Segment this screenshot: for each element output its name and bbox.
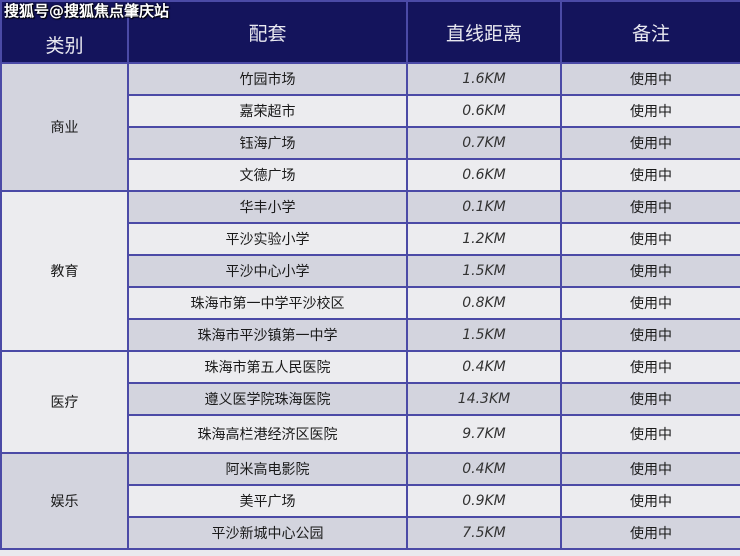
note-cell: 使用中 <box>560 382 740 416</box>
table-row: 遵义医学院珠海医院 14.3KM 使用中 <box>1 382 740 416</box>
table-row: 美平广场 0.9KM 使用中 <box>1 484 740 518</box>
facility-cell: 阿米高电影院 <box>127 452 408 486</box>
distance-cell: 0.7KM <box>406 126 562 160</box>
table-row: 嘉荣超市 0.6KM 使用中 <box>1 94 740 128</box>
note-cell: 使用中 <box>560 484 740 518</box>
note-cell: 使用中 <box>560 126 740 160</box>
note-cell: 使用中 <box>560 318 740 352</box>
distance-cell: 7.5KM <box>406 516 562 550</box>
header-category: 类别 <box>0 0 129 64</box>
facility-cell: 平沙实验小学 <box>127 222 408 256</box>
note-cell: 使用中 <box>560 414 740 454</box>
facility-cell: 珠海市平沙镇第一中学 <box>127 318 408 352</box>
note-cell: 使用中 <box>560 452 740 486</box>
distance-cell: 9.7KM <box>406 414 562 454</box>
header-row: 类别 配套 直线距离 备注 <box>0 0 740 64</box>
distance-cell: 0.1KM <box>406 190 562 224</box>
facility-cell: 珠海市第五人民医院 <box>127 350 408 384</box>
facility-cell: 平沙中心小学 <box>127 254 408 288</box>
category-cell: 医疗 <box>0 350 129 454</box>
facility-cell: 钰海广场 <box>127 126 408 160</box>
facility-cell: 平沙新城中心公园 <box>127 516 408 550</box>
facility-cell: 嘉荣超市 <box>127 94 408 128</box>
distance-cell: 1.5KM <box>406 254 562 288</box>
table-row: 文德广场 0.6KM 使用中 <box>1 158 740 192</box>
distance-cell: 0.4KM <box>406 452 562 486</box>
distance-cell: 1.2KM <box>406 222 562 256</box>
table-row: 平沙实验小学 1.2KM 使用中 <box>1 222 740 256</box>
facility-cell: 珠海市第一中学平沙校区 <box>127 286 408 320</box>
note-cell: 使用中 <box>560 222 740 256</box>
distance-cell: 0.6KM <box>406 158 562 192</box>
table-row: 珠海市平沙镇第一中学 1.5KM 使用中 <box>1 318 740 352</box>
distance-cell: 1.6KM <box>406 62 562 96</box>
table-row: 珠海高栏港经济区医院 9.7KM 使用中 <box>1 414 740 454</box>
note-cell: 使用中 <box>560 190 740 224</box>
table-row: 平沙新城中心公园 7.5KM 使用中 <box>1 516 740 550</box>
table-row: 娱乐 阿米高电影院 0.4KM 使用中 <box>0 452 740 550</box>
note-cell: 使用中 <box>560 254 740 288</box>
note-cell: 使用中 <box>560 516 740 550</box>
facility-cell: 文德广场 <box>127 158 408 192</box>
table-row: 珠海市第一中学平沙校区 0.8KM 使用中 <box>1 286 740 320</box>
note-cell: 使用中 <box>560 94 740 128</box>
note-cell: 使用中 <box>560 350 740 384</box>
facility-cell: 美平广场 <box>127 484 408 518</box>
distance-cell: 0.8KM <box>406 286 562 320</box>
note-cell: 使用中 <box>560 158 740 192</box>
distance-cell: 0.4KM <box>406 350 562 384</box>
facility-cell: 遵义医学院珠海医院 <box>127 382 408 416</box>
table-row: 教育 华丰小学 0.1KM 使用中 <box>0 190 740 352</box>
header-distance: 直线距离 <box>406 0 562 64</box>
table-row: 商业 竹园市场 1.6KM 使用中 <box>0 62 740 192</box>
note-cell: 使用中 <box>560 286 740 320</box>
category-cell: 教育 <box>0 190 129 352</box>
distance-cell: 0.6KM <box>406 94 562 128</box>
distance-cell: 14.3KM <box>406 382 562 416</box>
note-cell: 使用中 <box>560 62 740 96</box>
header-facility: 配套 <box>127 0 408 64</box>
distance-cell: 0.9KM <box>406 484 562 518</box>
table-row: 平沙中心小学 1.5KM 使用中 <box>1 254 740 288</box>
table-row: 医疗 珠海市第五人民医院 0.4KM 使用中 <box>0 350 740 454</box>
watermark: 搜狐号@搜狐焦点肇庆站 <box>4 2 170 20</box>
facility-cell: 竹园市场 <box>127 62 408 96</box>
category-cell: 商业 <box>0 62 129 192</box>
distance-cell: 1.5KM <box>406 318 562 352</box>
facility-cell: 华丰小学 <box>127 190 408 224</box>
table-row: 钰海广场 0.7KM 使用中 <box>1 126 740 160</box>
category-cell: 娱乐 <box>0 452 129 550</box>
header-note: 备注 <box>560 0 740 64</box>
facility-cell: 珠海高栏港经济区医院 <box>127 414 408 454</box>
